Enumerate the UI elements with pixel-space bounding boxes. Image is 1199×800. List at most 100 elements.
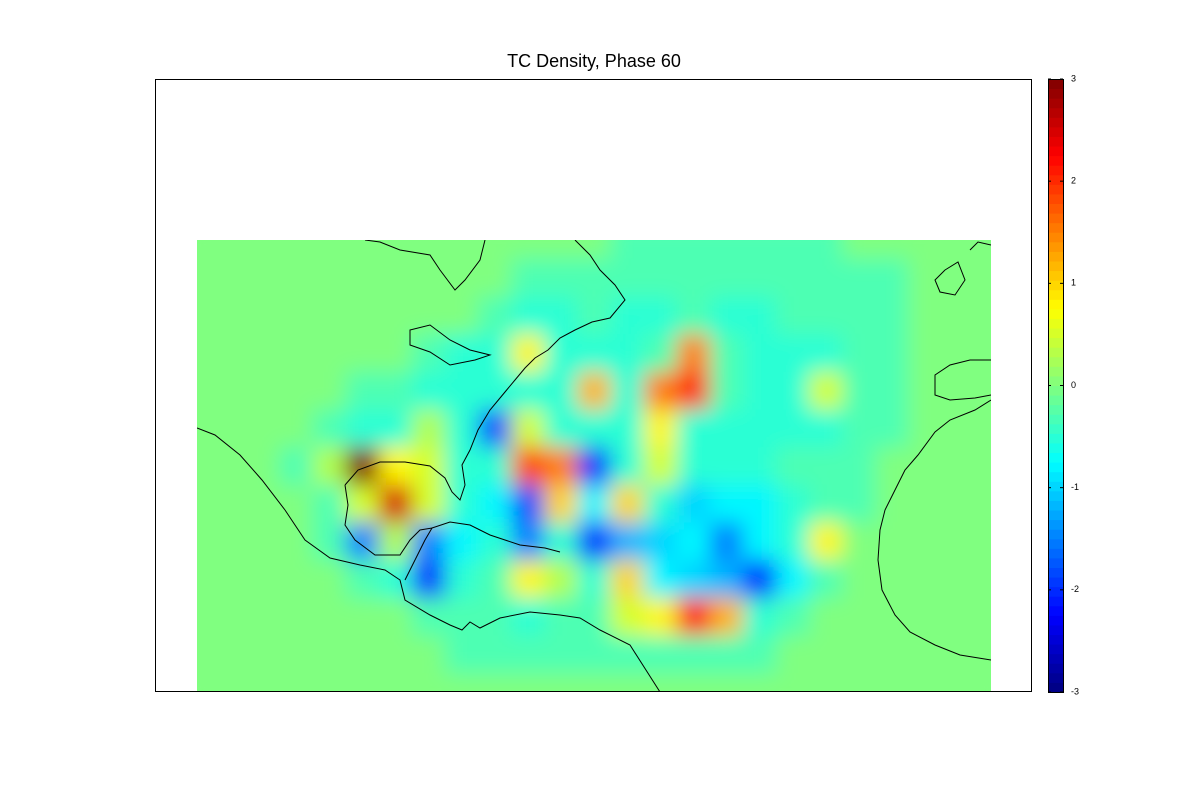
field-cell: [809, 296, 843, 335]
field-cell: [809, 447, 843, 486]
field-cell: [709, 296, 744, 335]
colorbar-swatch: [1048, 213, 1063, 224]
field-cell: [544, 560, 578, 599]
field-cell: [875, 635, 909, 674]
field-cell: [610, 334, 645, 373]
colorbar-swatch: [1048, 663, 1063, 674]
field-cell: [246, 296, 281, 335]
field-cell: [908, 597, 942, 636]
field-cell: [842, 371, 876, 410]
colorbar-swatch: [1048, 653, 1063, 664]
colorbar-swatch: [1048, 241, 1063, 252]
field-cell: [643, 635, 678, 674]
field-cell: [378, 258, 413, 297]
field-cell: [478, 409, 512, 448]
field-cell: [312, 240, 347, 260]
field-cell: [544, 371, 578, 410]
colorbar-swatch: [1048, 567, 1063, 578]
field-cell: [842, 258, 876, 297]
field-cell: [875, 296, 909, 335]
colorbar-swatch: [1048, 471, 1063, 482]
field-cell: [213, 673, 248, 692]
coastline: [344, 240, 626, 501]
colorbar-box: [1048, 79, 1064, 693]
field-cell: [312, 522, 347, 561]
field-cell: [445, 635, 479, 674]
field-cell: [279, 409, 314, 448]
field-cell: [246, 673, 281, 692]
field-cell: [412, 296, 446, 335]
colorbar-swatch: [1048, 404, 1063, 415]
field-cell: [809, 560, 843, 599]
field-cell: [213, 296, 248, 335]
field-cell: [378, 334, 413, 373]
field-cell: [312, 409, 347, 448]
field-cell: [809, 597, 843, 636]
field-cell: [908, 484, 942, 523]
colorbar-swatch: [1048, 232, 1063, 243]
field-cell: [279, 522, 314, 561]
field-cell: [197, 240, 215, 260]
colorbar-swatch: [1048, 347, 1063, 358]
field-cell: [378, 296, 413, 335]
field-cell: [511, 597, 545, 636]
field-cell: [842, 522, 876, 561]
field-cell: [279, 673, 314, 692]
field-cell: [279, 484, 314, 523]
field-cell: [511, 371, 545, 410]
colorbar-swatch: [1048, 682, 1063, 693]
colorbar-swatch: [1048, 395, 1063, 406]
field-cell: [610, 484, 645, 523]
field-cell: [478, 240, 512, 260]
field-cell: [378, 447, 413, 486]
field-cell: [809, 409, 843, 448]
colorbar-tick-label: 2: [1071, 176, 1076, 186]
field-cell: [974, 296, 991, 335]
colorbar-swatch: [1048, 548, 1063, 559]
field-cell: [511, 409, 545, 448]
field-cell: [279, 296, 314, 335]
field-cell: [312, 484, 347, 523]
field-cell: [511, 258, 545, 297]
colorbar-swatch: [1048, 442, 1063, 454]
field-cell: [974, 522, 991, 561]
field-cell: [610, 371, 645, 410]
colorbar-swatch: [1048, 222, 1063, 233]
field-cell: [941, 371, 975, 410]
field-cell: [974, 409, 991, 448]
field-cell: [246, 635, 281, 674]
field-cell: [974, 673, 991, 692]
field-cell: [378, 371, 413, 410]
field-cell: [412, 240, 446, 260]
colorbar-swatch: [1048, 538, 1063, 549]
coastline: [409, 324, 492, 366]
field-cell: [197, 296, 215, 335]
field-cell: [941, 334, 975, 373]
field-cell: [742, 484, 777, 523]
field-cell: [378, 484, 413, 523]
field-cell: [610, 522, 645, 561]
field-cell: [775, 240, 810, 260]
field-cell: [577, 296, 612, 335]
colorbar-swatch: [1048, 385, 1063, 396]
colorbar-swatch: [1048, 423, 1063, 434]
field-cell: [345, 258, 380, 297]
colorbar-swatch: [1048, 280, 1063, 291]
colorbar-swatch: [1048, 251, 1063, 262]
field-cell: [775, 371, 810, 410]
field-cell: [378, 522, 413, 561]
coastline: [431, 521, 561, 553]
field-cell: [809, 673, 843, 692]
field-cell: [378, 673, 413, 692]
coastline: [877, 399, 991, 661]
field-cell: [544, 258, 578, 297]
field-cell: [511, 296, 545, 335]
field-cell: [676, 560, 711, 599]
field-cell: [213, 371, 248, 410]
field-cell: [875, 371, 909, 410]
colorbar-swatch: [1048, 299, 1063, 310]
field-cell: [775, 447, 810, 486]
field-cell: [197, 560, 215, 599]
field-cell: [412, 635, 446, 674]
coastline: [934, 359, 991, 401]
